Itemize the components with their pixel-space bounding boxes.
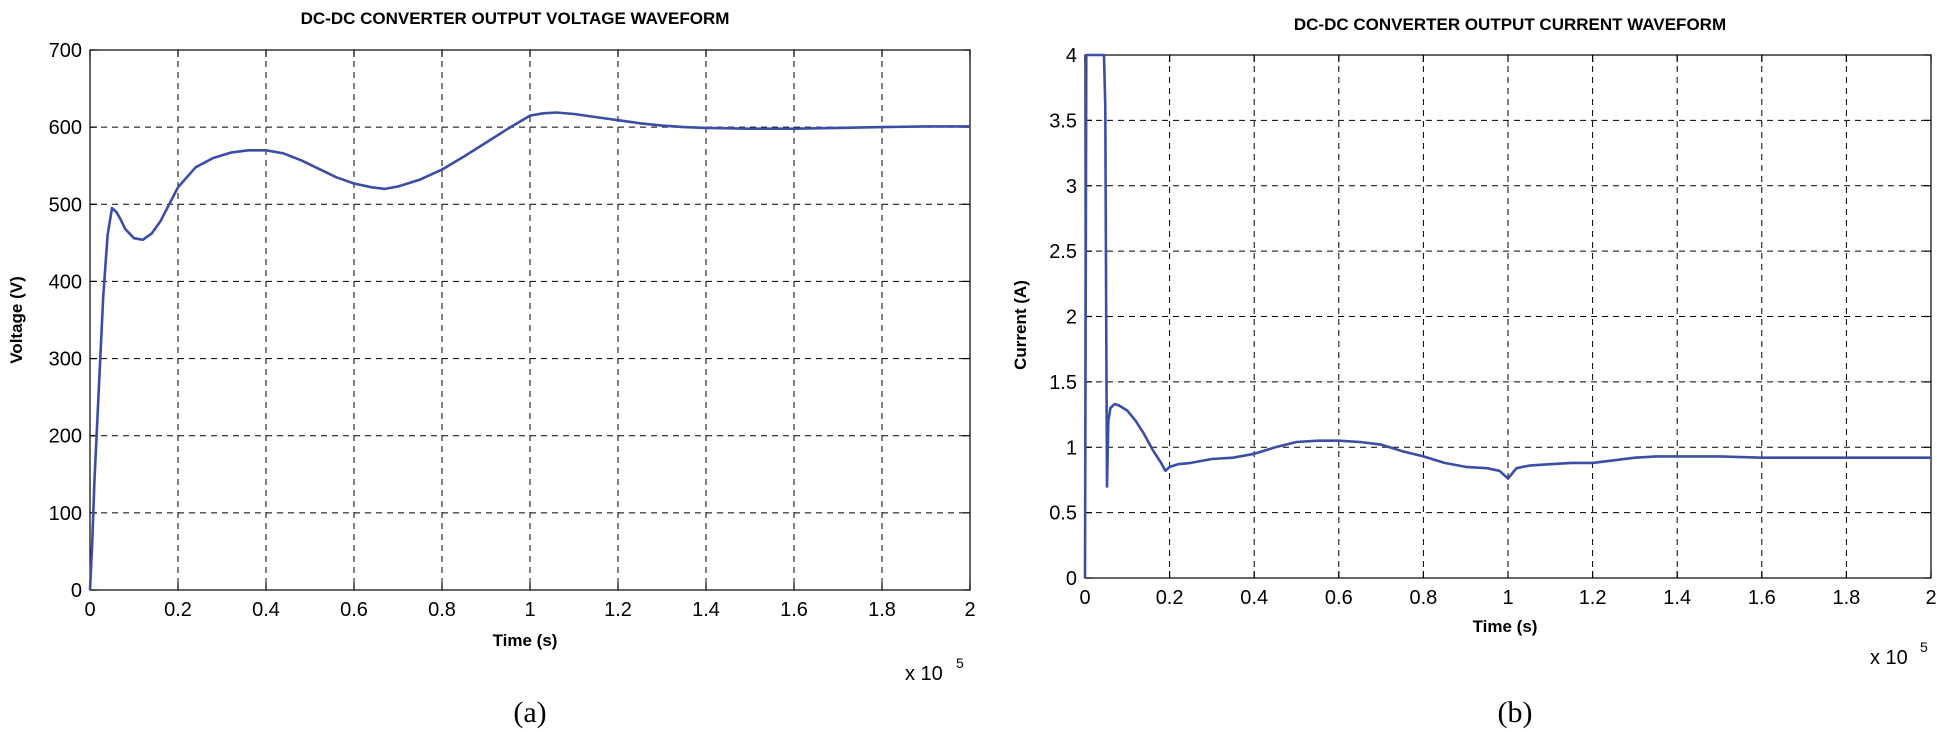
chart-b-y-tick-label: 2.5: [1049, 241, 1077, 263]
chart-a-x-tick-label: 0.8: [428, 599, 456, 621]
chart-a-title: DC-DC CONVERTER OUTPUT VOLTAGE WAVEFORM: [301, 9, 730, 28]
chart-a-y-tick-label: 700: [49, 40, 82, 62]
chart-b-y-tick-label: 1: [1066, 437, 1077, 459]
chart-a-grid: [90, 50, 970, 590]
chart-b-y-tick-label: 0.5: [1049, 503, 1077, 525]
chart-b-x-tick-label: 1: [1502, 587, 1513, 609]
chart-b-x-tick-label: 0.2: [1156, 587, 1184, 609]
chart-a: DC-DC CONVERTER OUTPUT VOLTAGE WAVEFORM …: [7, 9, 976, 729]
chart-b-x-tick-label: 1.4: [1663, 587, 1691, 609]
chart-a-y-tick-label: 500: [49, 194, 82, 216]
chart-a-x-tick-label: 1: [524, 599, 535, 621]
chart-a-y-tick-label: 600: [49, 117, 82, 139]
chart-a-y-label: Voltage (V): [7, 276, 26, 364]
chart-a-x-tick-label: 1.4: [692, 599, 720, 621]
chart-a-y-ticks: 0 100 200 300 400 500 600 700: [49, 40, 970, 602]
chart-a-y-tick-label: 400: [49, 271, 82, 293]
chart-b-x-tick-label: 1.6: [1748, 587, 1776, 609]
chart-b-y-tick-label: 1.5: [1049, 372, 1077, 394]
chart-b-title: DC-DC CONVERTER OUTPUT CURRENT WAVEFORM: [1294, 15, 1726, 34]
chart-b-x-label: Time (s): [1473, 617, 1538, 636]
chart-b-x-exponent: x 10 5: [1870, 639, 1928, 669]
chart-b-x-tick-label: 0.8: [1409, 587, 1437, 609]
chart-a-x-exponent-power: 5: [956, 655, 964, 671]
chart-b-y-tick-label: 4: [1066, 45, 1077, 67]
chart-b-y-tick-label: 2: [1066, 307, 1077, 329]
chart-b-x-ticks: 0 0.2 0.4 0.6 0.8 1 1.2 1.4 1.6 1.8 2: [1079, 55, 1937, 609]
chart-b-x-exponent-power: 5: [1920, 639, 1928, 655]
chart-b-x-tick-label: 0.4: [1240, 587, 1268, 609]
chart-a-x-exponent: x 10 5: [905, 655, 964, 685]
chart-a-caption: (a): [513, 696, 546, 729]
chart-a-voltage-line: [88, 111, 970, 591]
chart-a-y-tick-label: 100: [49, 503, 82, 525]
chart-b-grid: [1085, 55, 1931, 578]
chart-b: DC-DC CONVERTER OUTPUT CURRENT WAVEFORM …: [1011, 15, 1937, 729]
chart-a-x-tick-label: 1.8: [868, 599, 896, 621]
chart-b-y-tick-label: 3.5: [1049, 110, 1077, 132]
chart-a-x-tick-label: 0.6: [340, 599, 368, 621]
chart-a-x-tick-label: 0: [84, 599, 95, 621]
chart-a-x-exponent-base: x 10: [905, 663, 943, 685]
chart-a-x-tick-label: 0.4: [252, 599, 280, 621]
chart-a-x-tick-label: 0.2: [164, 599, 192, 621]
chart-a-y-tick-label: 300: [49, 349, 82, 371]
chart-a-x-tick-label: 2: [964, 599, 975, 621]
chart-a-x-tick-label: 1.6: [780, 599, 808, 621]
chart-b-x-tick-label: 2: [1925, 587, 1936, 609]
chart-b-x-tick-label: 0.6: [1325, 587, 1353, 609]
chart-b-y-tick-label: 0: [1066, 568, 1077, 590]
chart-a-x-label: Time (s): [493, 631, 558, 650]
chart-a-x-ticks: 0 0.2 0.4 0.6 0.8 1 1.2 1.4 1.6 1.8 2: [84, 50, 976, 621]
chart-a-y-tick-label: 0: [71, 580, 82, 602]
chart-b-x-tick-label: 1.2: [1579, 587, 1607, 609]
chart-b-x-tick-label: 1.8: [1832, 587, 1860, 609]
chart-a-y-tick-label: 200: [49, 426, 82, 448]
chart-b-x-tick-label: 0: [1079, 587, 1090, 609]
chart-b-x-exponent-base: x 10: [1870, 647, 1908, 669]
chart-b-y-tick-label: 3: [1066, 176, 1077, 198]
chart-b-current-line: [1083, 53, 1931, 579]
chart-b-caption: (b): [1498, 696, 1533, 729]
chart-b-y-label: Current (A): [1011, 280, 1030, 370]
chart-b-y-ticks: 0 0.5 1 1.5 2 2.5 3 3.5 4: [1049, 45, 1931, 590]
chart-a-x-tick-label: 1.2: [604, 599, 632, 621]
